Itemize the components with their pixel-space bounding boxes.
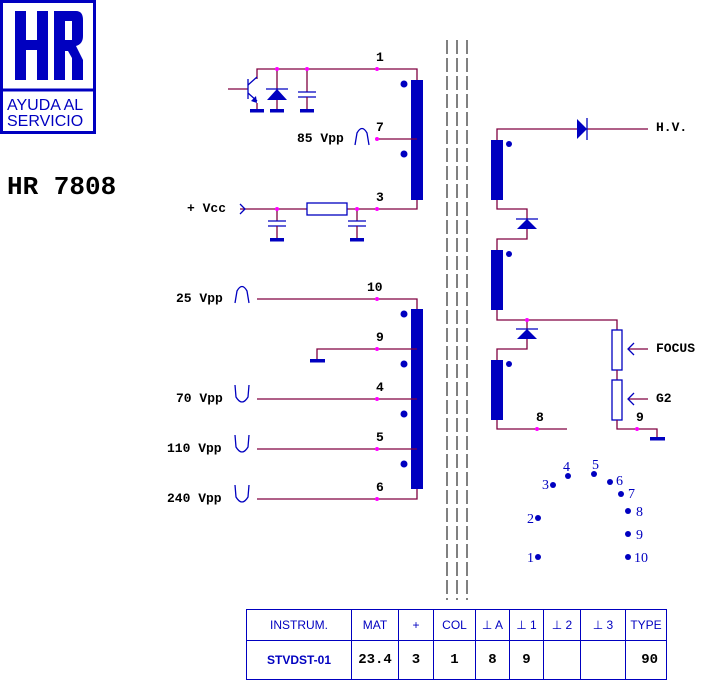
pin-9-hv-label: 9 bbox=[636, 410, 644, 425]
pin-8-label: 8 bbox=[536, 410, 544, 425]
header-ground-3: ⊥ 3 bbox=[580, 609, 626, 641]
wiper-arrow-icon bbox=[627, 342, 635, 356]
pinout-6: 6 bbox=[616, 474, 623, 489]
primary-circuit: 1 7 3 85 Vpp + Vcc bbox=[187, 50, 423, 242]
value-instrum: STVDST-01 bbox=[246, 640, 352, 680]
table-header-row: INSTRUM. MAT + COL ⊥ A ⊥ 1 ⊥ 2 ⊥ 3 TYPE bbox=[246, 609, 667, 641]
header-mat: MAT bbox=[351, 609, 399, 641]
pinout-5: 5 bbox=[592, 458, 599, 473]
g2-label: G2 bbox=[656, 391, 672, 406]
value-plus: 3 bbox=[398, 640, 434, 680]
pin-5-label: 5 bbox=[376, 430, 384, 445]
pin-7-label: 7 bbox=[376, 120, 384, 135]
transistor-icon bbox=[228, 76, 264, 113]
primary-winding bbox=[411, 80, 423, 200]
model-title: HR 7808 bbox=[7, 172, 116, 202]
pinout-2: 2 bbox=[527, 512, 534, 527]
damper-diode-icon bbox=[266, 69, 288, 113]
pin-1-label: 1 bbox=[376, 50, 384, 65]
diode-icon bbox=[516, 218, 538, 229]
pin-9-label: 9 bbox=[376, 330, 384, 345]
header-instrum: INSTRUM. bbox=[246, 609, 352, 641]
focus-potentiometer-icon bbox=[611, 329, 623, 371]
pin-4-label: 4 bbox=[376, 380, 384, 395]
pin-6-label: 6 bbox=[376, 480, 384, 495]
wiper-arrow-icon bbox=[627, 392, 635, 406]
hv-label: H.V. bbox=[656, 120, 687, 135]
header-col: COL bbox=[433, 609, 476, 641]
value-ground-a: 8 bbox=[475, 640, 510, 680]
resistor-icon bbox=[306, 202, 348, 216]
focus-label: FOCUS bbox=[656, 341, 695, 356]
pulse-110vpp-label: 110 Vpp bbox=[167, 441, 222, 456]
capacitor-icon bbox=[268, 209, 286, 242]
hv-diode-icon bbox=[577, 118, 588, 140]
pulse-icon bbox=[234, 434, 250, 453]
ground-icon bbox=[310, 359, 325, 363]
pinout-10: 10 bbox=[634, 551, 648, 566]
ground-icon bbox=[650, 437, 665, 441]
header-ground-a: ⊥ A bbox=[475, 609, 510, 641]
pulse-25vpp-label: 25 Vpp bbox=[176, 291, 223, 306]
transformer-core bbox=[446, 40, 468, 600]
vcc-label: + Vcc bbox=[187, 201, 226, 216]
pinout-3: 3 bbox=[542, 478, 549, 493]
pinout-4: 4 bbox=[563, 460, 570, 475]
hv-circuit: H.V. FOCUS G2 8 9 bbox=[491, 118, 695, 441]
pinout-8: 8 bbox=[636, 505, 643, 520]
g2-potentiometer-icon bbox=[611, 379, 623, 421]
pinout-1: 1 bbox=[527, 551, 534, 566]
value-ground-1: 9 bbox=[509, 640, 544, 680]
logo: AYUDA AL SERVICIO bbox=[0, 0, 96, 134]
capacitor-icon bbox=[298, 69, 316, 113]
pinout-7: 7 bbox=[628, 487, 635, 502]
table-row: STVDST-01 23.4 3 1 8 9 90 bbox=[246, 640, 667, 680]
pinout-diagram: 1 2 3 4 5 6 7 8 9 10 bbox=[527, 458, 648, 566]
header-plus: + bbox=[398, 609, 434, 641]
value-type: 90 bbox=[625, 640, 667, 680]
input-arrow-icon bbox=[239, 203, 246, 215]
value-ground-3 bbox=[580, 640, 626, 680]
pulse-85vpp-label: 85 Vpp bbox=[297, 131, 344, 146]
value-col: 1 bbox=[433, 640, 476, 680]
spec-table: INSTRUM. MAT + COL ⊥ A ⊥ 1 ⊥ 2 ⊥ 3 TYPE … bbox=[246, 609, 667, 680]
value-ground-2 bbox=[543, 640, 581, 680]
pulse-icon bbox=[234, 384, 250, 403]
logo-line1: AYUDA AL bbox=[7, 97, 83, 114]
pinout-9: 9 bbox=[636, 528, 643, 543]
pulse-icon bbox=[354, 127, 370, 146]
header-ground-1: ⊥ 1 bbox=[509, 609, 544, 641]
capacitor-icon bbox=[348, 209, 366, 242]
pulse-240vpp-label: 240 Vpp bbox=[167, 491, 222, 506]
diode-icon bbox=[516, 328, 538, 339]
logo-line2: SERVICIO bbox=[7, 113, 83, 130]
pulse-icon bbox=[234, 484, 250, 503]
value-mat: 23.4 bbox=[351, 640, 399, 680]
pulse-icon bbox=[234, 285, 250, 304]
pin-10-label: 10 bbox=[367, 280, 383, 295]
header-type: TYPE bbox=[625, 609, 667, 641]
pin-3-label: 3 bbox=[376, 190, 384, 205]
pulse-70vpp-label: 70 Vpp bbox=[176, 391, 223, 406]
secondary-circuit: 10 9 4 5 6 25 Vpp 70 Vpp 110 Vpp 240 Vpp bbox=[167, 280, 423, 506]
header-ground-2: ⊥ 2 bbox=[543, 609, 581, 641]
